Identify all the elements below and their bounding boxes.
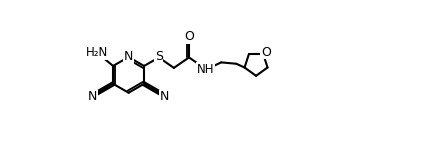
Text: N: N: [124, 50, 133, 63]
Text: N: N: [160, 91, 169, 103]
Text: N: N: [88, 91, 97, 103]
Text: O: O: [184, 30, 194, 43]
Text: S: S: [155, 50, 163, 63]
Text: H₂N: H₂N: [87, 46, 108, 59]
Text: O: O: [261, 46, 271, 59]
Text: NH: NH: [197, 63, 214, 76]
